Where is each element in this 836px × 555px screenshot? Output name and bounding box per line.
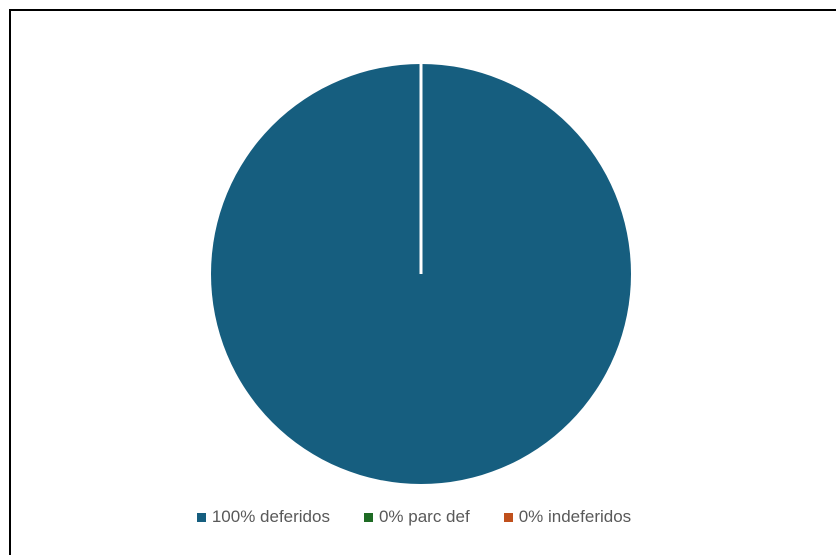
legend-label-parc-def: 0% parc def [378,507,470,526]
legend-label-deferidos: 100% deferidos [211,507,330,526]
legend-label-indeferidos: 0% indeferidos [518,507,632,526]
legend: 100% deferidos 0% parc def 0% indeferido… [0,505,836,529]
legend-swatch-deferidos [196,512,206,522]
legend-swatch-parc-def [363,512,373,522]
legend-item-parc-def: 0% parc def [363,507,470,527]
legend-item-indeferidos: 0% indeferidos [503,507,632,527]
legend-item-deferidos: 100% deferidos [196,507,330,527]
legend-swatch-indeferidos [503,512,513,522]
